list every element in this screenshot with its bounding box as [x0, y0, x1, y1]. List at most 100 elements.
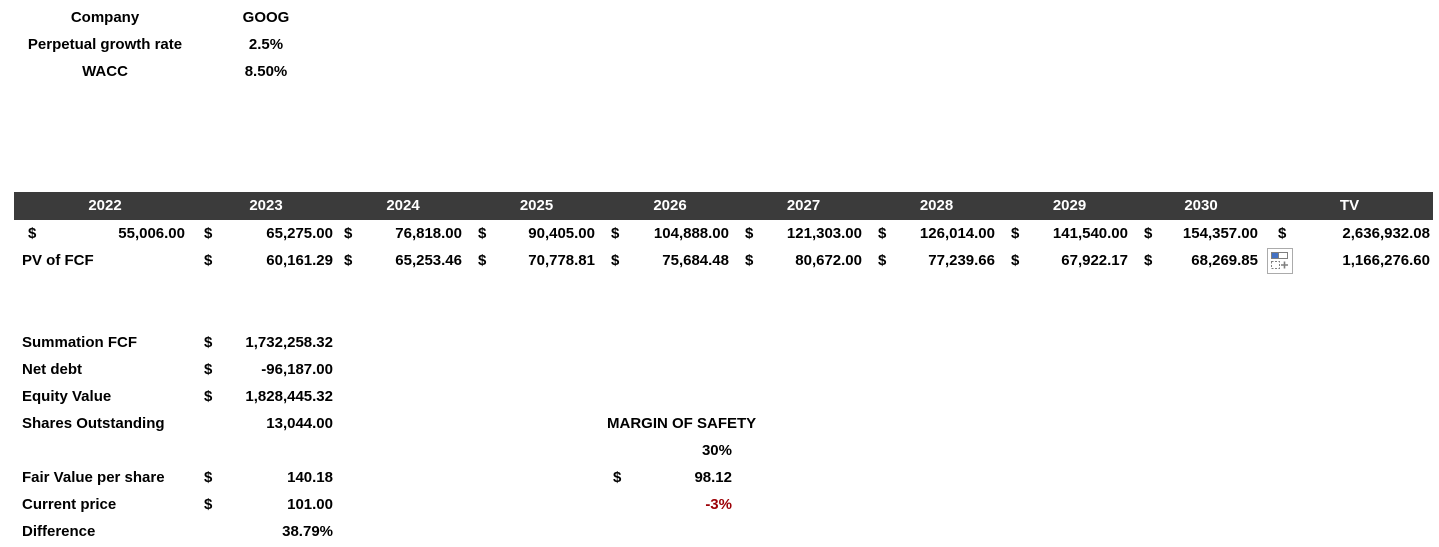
valuation-summary-block: Summation FCF $ 1,732,258.32 Net debt $ … — [14, 329, 336, 545]
net-debt-cell[interactable]: $ -96,187.00 — [196, 356, 336, 383]
current-price-label: Current price — [22, 496, 117, 513]
summary-row-net-debt: Net debt $ -96,187.00 — [14, 356, 336, 383]
fcf-cell-tv[interactable]: $ 2,636,932.08 — [1266, 220, 1433, 247]
pv-cell-2030[interactable]: $ 68,269.85 — [1136, 247, 1266, 274]
pv-cell-2028[interactable]: $ 77,239.66 — [870, 247, 1003, 274]
fair-value-per-share-cell[interactable]: $ 140.18 — [196, 464, 336, 491]
pv-cell-2026[interactable]: $ 75,684.48 — [603, 247, 737, 274]
margin-of-safety-difference-cell[interactable]: -3% — [705, 496, 732, 513]
pv-value-2026: 75,684.48 — [662, 252, 729, 269]
currency-symbol: $ — [878, 225, 887, 242]
pv-value-tv: 1,166,276.60 — [1342, 252, 1430, 269]
margin-of-safety-percent-cell[interactable]: 30% — [701, 442, 732, 459]
currency-symbol: $ — [611, 252, 620, 269]
currency-symbol: $ — [745, 252, 754, 269]
company-value-cell[interactable]: GOOG — [242, 9, 290, 26]
difference-value: 38.79% — [282, 523, 333, 540]
currency-symbol: $ — [1144, 252, 1153, 269]
pv-cell-2027[interactable]: $ 80,672.00 — [737, 247, 870, 274]
currency-symbol: $ — [611, 225, 620, 242]
summation-fcf-cell[interactable]: $ 1,732,258.32 — [196, 329, 336, 356]
header-2027[interactable]: 2027 — [786, 197, 821, 214]
summary-row-current-price: Current price $ 101.00 — [14, 491, 336, 518]
equity-value-label: Equity Value — [22, 388, 112, 405]
currency-symbol: $ — [204, 496, 213, 513]
summary-row-equity-value: Equity Value $ 1,828,445.32 — [14, 383, 336, 410]
margin-of-safety-block: MARGIN OF SAFETY 30% $ 98.12 -3% — [603, 410, 756, 518]
fcf-value-2022: 55,006.00 — [118, 225, 185, 242]
current-price-cell[interactable]: $ 101.00 — [196, 491, 336, 518]
fcf-value-2024: 76,818.00 — [395, 225, 462, 242]
currency-symbol: $ — [1011, 252, 1020, 269]
header-2024[interactable]: 2024 — [386, 197, 420, 214]
pv-value-2030: 68,269.85 — [1191, 252, 1258, 269]
summation-fcf-label: Summation FCF — [22, 334, 137, 351]
header-2026[interactable]: 2026 — [653, 197, 687, 214]
currency-symbol: $ — [878, 252, 887, 269]
perpetual-growth-rate-label: Perpetual growth rate — [27, 36, 183, 53]
header-2025[interactable]: 2025 — [519, 197, 554, 214]
difference-cell[interactable]: 38.79% — [196, 518, 336, 545]
margin-of-safety-price-value: 98.12 — [694, 469, 732, 486]
fcf-value-2023: 65,275.00 — [266, 225, 333, 242]
wacc-value-cell[interactable]: 8.50% — [244, 63, 288, 80]
summary-row-summation-fcf: Summation FCF $ 1,732,258.32 — [14, 329, 336, 356]
fcf-cell-2026[interactable]: $ 104,888.00 — [603, 220, 737, 247]
pv-value-2023: 60,161.29 — [266, 252, 333, 269]
pv-of-fcf-label[interactable]: PV of FCF — [22, 252, 94, 269]
fcf-cell-2030[interactable]: $ 154,357.00 — [1136, 220, 1266, 247]
param-row-company: Company GOOG — [14, 4, 336, 31]
perpetual-growth-rate-value-cell[interactable]: 2.5% — [248, 36, 284, 53]
currency-symbol: $ — [204, 388, 213, 405]
fcf-cell-2027[interactable]: $ 121,303.00 — [737, 220, 870, 247]
header-2028[interactable]: 2028 — [919, 197, 954, 214]
dcf-table: 2022 2023 2024 2025 2026 2027 2028 2029 … — [14, 192, 1433, 274]
margin-of-safety-price-cell[interactable]: $ 98.12 — [603, 464, 737, 491]
fcf-value-2027: 121,303.00 — [786, 225, 862, 242]
fcf-cell-2025[interactable]: $ 90,405.00 — [470, 220, 603, 247]
fcf-cell-2028[interactable]: $ 126,014.00 — [870, 220, 1003, 247]
pv-value-2025: 70,778.81 — [528, 252, 595, 269]
currency-symbol: $ — [204, 469, 213, 486]
fcf-cell-2029[interactable]: $ 141,540.00 — [1003, 220, 1136, 247]
year-header-row: 2022 2023 2024 2025 2026 2027 2028 2029 … — [14, 192, 1433, 220]
currency-symbol: $ — [478, 225, 487, 242]
margin-of-safety-title: MARGIN OF SAFETY — [607, 415, 757, 432]
header-2030[interactable]: 2030 — [1184, 197, 1218, 214]
shares-outstanding-value: 13,044.00 — [266, 415, 333, 432]
pv-of-fcf-row: PV of FCF $ 60,161.29 $ 65,253.46 $ 70,7… — [14, 247, 1433, 274]
param-row-wacc: WACC 8.50% — [14, 58, 336, 85]
fcf-cell-2023[interactable]: $ 65,275.00 — [196, 220, 336, 247]
currency-symbol: $ — [613, 469, 622, 486]
currency-symbol: $ — [745, 225, 754, 242]
pv-cell-2029[interactable]: $ 67,922.17 — [1003, 247, 1136, 274]
currency-symbol: $ — [204, 361, 213, 378]
paste-options-icon[interactable] — [1267, 247, 1293, 274]
shares-outstanding-cell[interactable]: 13,044.00 — [196, 410, 336, 437]
pv-cell-tv[interactable]: 1,166,276.60 — [1266, 247, 1433, 274]
equity-value-cell[interactable]: $ 1,828,445.32 — [196, 383, 336, 410]
summary-row-shares-outstanding: Shares Outstanding 13,044.00 — [14, 410, 336, 437]
param-row-growth: Perpetual growth rate 2.5% — [14, 31, 336, 58]
fcf-cell-2022[interactable]: $ 55,006.00 — [14, 220, 196, 247]
shares-outstanding-label: Shares Outstanding — [22, 415, 165, 432]
header-2022[interactable]: 2022 — [88, 197, 122, 214]
currency-symbol: $ — [344, 225, 353, 242]
summation-fcf-value: 1,732,258.32 — [245, 334, 333, 351]
pv-cell-2024[interactable]: $ 65,253.46 — [336, 247, 470, 274]
pv-cell-2025[interactable]: $ 70,778.81 — [470, 247, 603, 274]
header-tv[interactable]: TV — [1339, 197, 1360, 214]
currency-symbol: $ — [1278, 225, 1287, 242]
pv-cell-2023[interactable]: $ 60,161.29 — [196, 247, 336, 274]
fcf-value-2025: 90,405.00 — [528, 225, 595, 242]
summary-row-difference: Difference 38.79% — [14, 518, 336, 545]
currency-symbol: $ — [204, 225, 213, 242]
fcf-cell-2024[interactable]: $ 76,818.00 — [336, 220, 470, 247]
header-2023[interactable]: 2023 — [249, 197, 283, 214]
currency-symbol: $ — [478, 252, 487, 269]
fcf-value-2030: 154,357.00 — [1182, 225, 1258, 242]
fcf-row: $ 55,006.00 $ 65,275.00 $ 76,818.00 $ 90… — [14, 220, 1433, 247]
assumptions-block: Company GOOG Perpetual growth rate 2.5% … — [14, 4, 336, 85]
header-2029[interactable]: 2029 — [1052, 197, 1087, 214]
